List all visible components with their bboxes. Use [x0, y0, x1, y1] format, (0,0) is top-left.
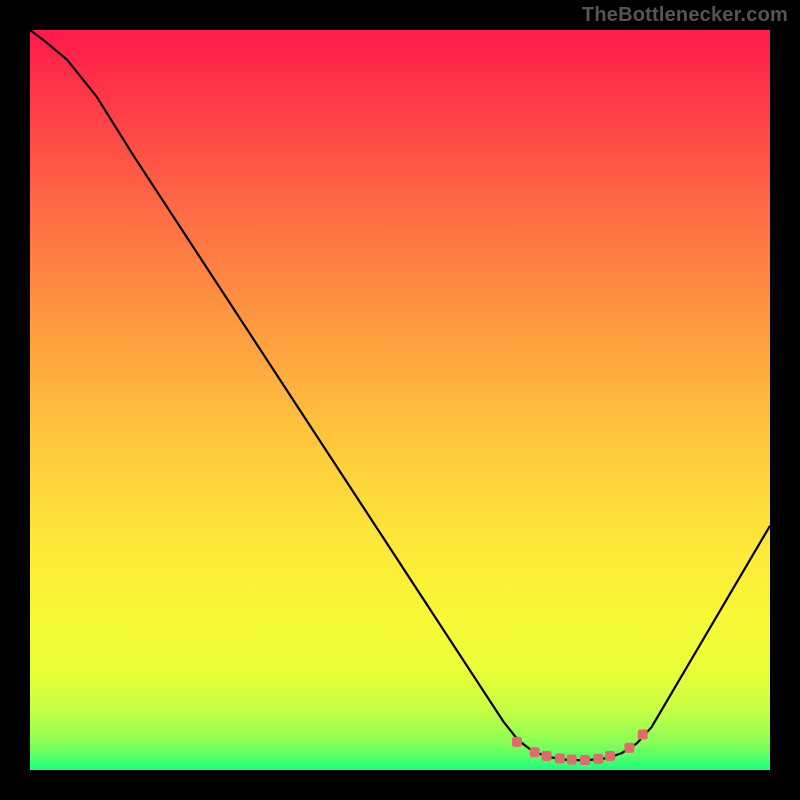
curve-marker [593, 754, 603, 764]
watermark-text: TheBottlenecker.com [582, 4, 788, 27]
curve-layer [30, 30, 770, 770]
plot-area [30, 30, 770, 770]
curve-marker [638, 729, 648, 739]
curve-marker [580, 755, 590, 765]
curve-marker [512, 737, 522, 747]
curve-marker [555, 754, 565, 764]
curve-marker [530, 747, 540, 757]
curve-marker [624, 743, 634, 753]
chart-container: TheBottlenecker.com [0, 0, 800, 800]
curve-marker [542, 751, 552, 761]
curve-marker [567, 755, 577, 765]
bottleneck-curve [30, 30, 770, 760]
curve-marker [605, 751, 615, 761]
